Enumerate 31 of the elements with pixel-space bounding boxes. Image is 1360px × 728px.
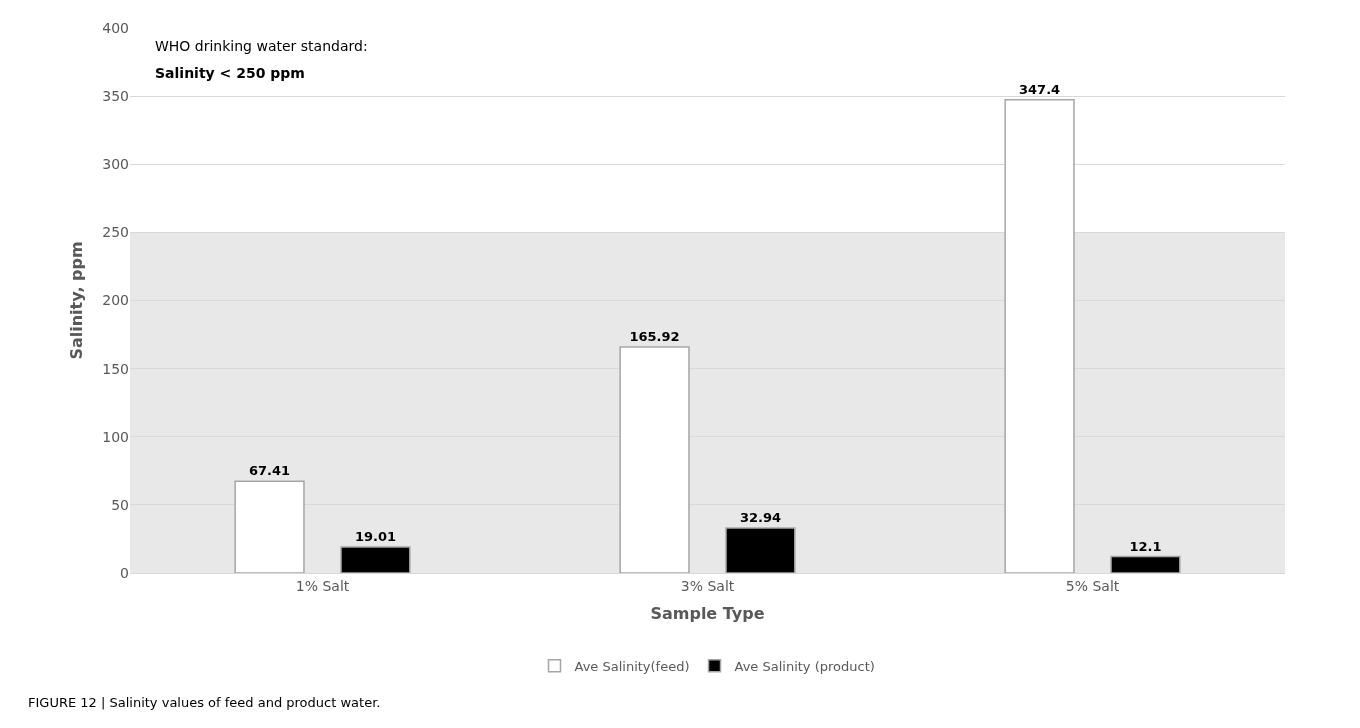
y-tick-label: 300 [102,156,129,173]
x-tick-label: 3% Salt [680,577,735,594]
caption: FIGURE 12 | Salinity values of feed and product water. [28,695,381,710]
data-label: 19.01 [354,529,396,545]
y-tick-label: 350 [102,88,129,105]
data-label: 165.92 [629,328,680,344]
data-label: 67.41 [249,463,291,479]
y-tick-label: 100 [102,428,129,445]
annotation: WHO drinking water standard: [155,38,368,54]
x-axis-title: Sample Type [650,604,765,624]
legend-label: Ave Salinity (product) [734,658,875,674]
bar [619,346,690,573]
data-label: 347.4 [1019,81,1061,97]
bar [234,480,305,573]
bar [1110,555,1181,573]
y-tick-label: 250 [102,224,129,241]
y-tick-label: 400 [102,19,129,36]
bar [1004,98,1075,573]
annotation: Salinity < 250 ppm [155,65,305,81]
data-label: 32.94 [739,510,781,526]
legend-label: Ave Salinity(feed) [574,658,690,674]
y-tick-label: 150 [102,360,129,377]
y-tick-label: 200 [102,292,129,309]
y-tick-label: 50 [111,496,129,513]
y-tick-label: 0 [120,564,129,581]
x-tick-label: 5% Salt [1065,577,1120,594]
x-tick-label: 1% Salt [295,577,350,594]
y-axis-title: Salinity, ppm [67,241,87,360]
bar [725,527,796,573]
data-label: 12.1 [1129,538,1162,554]
bar [340,546,411,573]
